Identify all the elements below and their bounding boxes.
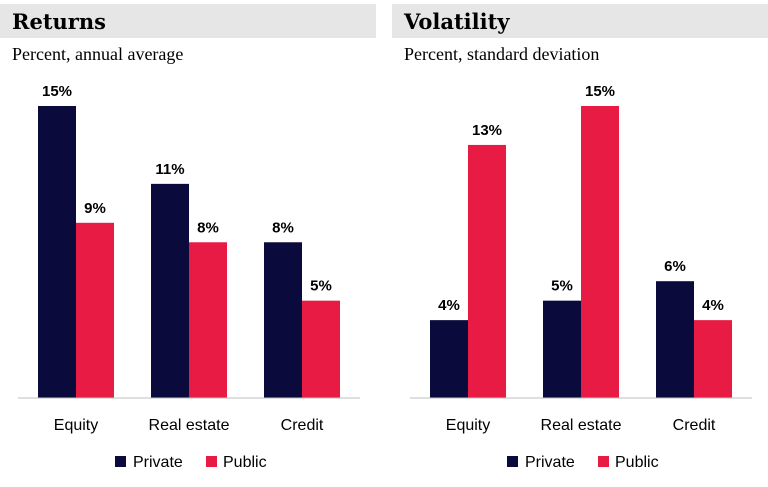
- returns-label-public-real-estate: 8%: [197, 219, 219, 236]
- volatility-category-equity: Equity: [446, 417, 490, 434]
- volatility-bar-private-equity: [430, 320, 468, 398]
- volatility-legend-swatch-public: [598, 456, 609, 467]
- returns-subtitle: Percent, annual average: [12, 44, 184, 64]
- volatility-label-public-real-estate: 15%: [585, 83, 615, 100]
- returns-chart: 15% 9% Equity 11% 8% Real estate 8% 5% Credit Pri…: [18, 83, 360, 471]
- volatility-label-private-credit: 6%: [664, 258, 686, 275]
- volatility-chart: 4% 13% Equity 5% 15% Real estate 6% 4% Credit Pri…: [410, 83, 752, 471]
- returns-title: Returns: [12, 9, 106, 34]
- volatility-label-public-equity: 13%: [472, 122, 502, 139]
- volatility-bar-public-credit: [694, 320, 732, 398]
- returns-label-private-credit: 8%: [272, 219, 294, 236]
- volatility-bar-private-real-estate: [543, 300, 581, 398]
- volatility-legend-label-public: Public: [615, 454, 659, 471]
- returns-legend-label-public: Public: [223, 454, 267, 471]
- volatility-bar-public-real-estate: [581, 106, 619, 398]
- returns-bar-public-real-estate: [189, 242, 227, 398]
- returns-legend-label-private: Private: [133, 454, 183, 471]
- returns-bar-private-equity: [38, 106, 76, 398]
- returns-category-real-estate: Real estate: [149, 417, 230, 434]
- volatility-legend-swatch-private: [507, 456, 518, 467]
- volatility-label-private-real-estate: 5%: [551, 278, 573, 295]
- volatility-bar-private-credit: [656, 281, 694, 398]
- returns-category-credit: Credit: [281, 417, 324, 434]
- returns-legend-swatch-public: [206, 456, 217, 467]
- returns-label-private-equity: 15%: [42, 83, 72, 100]
- volatility-header: Volatility: [392, 4, 768, 38]
- volatility-label-public-credit: 4%: [702, 297, 724, 314]
- returns-header: Returns: [0, 4, 376, 38]
- returns-label-public-credit: 5%: [310, 278, 332, 295]
- volatility-title: Volatility: [404, 9, 510, 34]
- volatility-subtitle: Percent, standard deviation: [404, 44, 600, 64]
- returns-bar-private-credit: [264, 242, 302, 398]
- returns-category-equity: Equity: [54, 417, 98, 434]
- returns-bar-public-equity: [76, 222, 114, 398]
- volatility-label-private-equity: 4%: [438, 297, 460, 314]
- volatility-bar-public-equity: [468, 144, 506, 398]
- returns-legend-swatch-private: [115, 456, 126, 467]
- volatility-panel: Volatility Percent, standard deviation 4…: [392, 0, 768, 487]
- returns-panel: Returns Percent, annual average 15% 9% Equ…: [0, 0, 376, 487]
- volatility-category-credit: Credit: [673, 417, 716, 434]
- returns-label-private-real-estate: 11%: [155, 161, 184, 178]
- returns-label-public-equity: 9%: [84, 200, 106, 217]
- volatility-category-real-estate: Real estate: [541, 417, 622, 434]
- volatility-legend-label-private: Private: [525, 454, 575, 471]
- returns-bar-private-real-estate: [151, 183, 189, 398]
- returns-bar-public-credit: [302, 300, 340, 398]
